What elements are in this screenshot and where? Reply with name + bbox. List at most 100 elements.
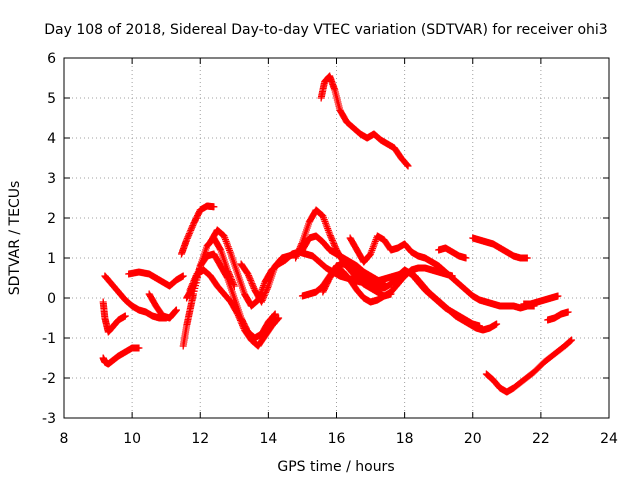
data-point	[271, 311, 279, 319]
x-tick-label: 14	[259, 431, 277, 447]
series-arc-1	[99, 344, 143, 368]
data-point	[270, 312, 278, 320]
data-point	[187, 284, 195, 292]
data-point	[296, 244, 304, 252]
data-point	[190, 276, 198, 284]
data-point	[298, 240, 306, 248]
data-point	[247, 278, 255, 286]
data-point	[234, 310, 242, 318]
data-point	[186, 228, 194, 236]
y-tick-label: -2	[42, 371, 56, 387]
data-point	[249, 281, 257, 289]
data-point	[245, 272, 253, 280]
data-point	[121, 312, 129, 320]
data-point	[387, 290, 395, 298]
data-point	[326, 230, 334, 238]
data-point	[191, 273, 199, 281]
data-point	[188, 223, 196, 231]
data-point	[271, 310, 279, 318]
series-arc-3	[101, 272, 170, 322]
series-arc-18	[469, 234, 531, 262]
x-tick-label: 10	[123, 431, 141, 447]
data-point	[274, 315, 282, 323]
data-points	[99, 72, 576, 396]
data-point	[295, 246, 303, 254]
series-arc-17	[435, 244, 470, 262]
data-point	[248, 280, 256, 288]
data-point	[172, 306, 180, 314]
y-tick-label: 5	[47, 91, 56, 107]
data-point	[275, 314, 283, 322]
data-point	[260, 292, 268, 300]
x-tick-label: 16	[328, 431, 346, 447]
x-tick-label: 8	[60, 431, 69, 447]
x-tick-label: 18	[396, 431, 414, 447]
data-point	[179, 272, 187, 280]
data-point	[245, 273, 253, 281]
data-point	[403, 160, 411, 168]
series-arc-14	[319, 264, 395, 306]
data-point	[328, 235, 336, 243]
y-tick-label: 6	[47, 51, 56, 67]
data-point	[188, 281, 196, 289]
data-point	[297, 241, 305, 249]
data-point	[187, 226, 195, 234]
y-tick-label: 4	[47, 131, 56, 147]
data-point	[244, 270, 252, 278]
data-point	[210, 203, 218, 211]
data-point	[184, 233, 192, 241]
data-point	[186, 286, 194, 294]
data-point	[493, 320, 501, 328]
data-point	[328, 236, 336, 244]
series-arc-19	[520, 292, 562, 308]
data-point	[294, 249, 302, 257]
plot-frame	[63, 57, 610, 419]
y-tick-label: -1	[42, 331, 56, 347]
series-arc-16	[346, 232, 538, 312]
data-point	[259, 295, 267, 303]
data-point	[185, 230, 193, 238]
data-point	[189, 222, 197, 230]
y-tick-label: 3	[47, 171, 56, 187]
data-point	[564, 308, 572, 316]
data-point	[185, 231, 193, 239]
x-tick-label: 22	[532, 431, 550, 447]
data-point	[223, 273, 231, 281]
y-tick-label: 0	[47, 291, 56, 307]
data-point	[292, 254, 300, 262]
series-arc-15	[317, 72, 412, 170]
data-point	[258, 296, 266, 304]
series-arc-4	[125, 268, 187, 290]
y-tick-label: 1	[47, 251, 56, 267]
data-point	[260, 293, 268, 301]
data-point	[404, 162, 412, 170]
data-point	[294, 248, 302, 256]
data-point	[331, 243, 339, 251]
data-point	[476, 322, 484, 330]
data-point	[330, 241, 338, 249]
data-point	[189, 278, 197, 286]
data-point	[183, 236, 191, 244]
data-point	[238, 321, 246, 329]
y-axis-label: SDTVAR / TECUs	[7, 181, 23, 296]
grid	[64, 58, 609, 418]
data-point	[237, 318, 245, 326]
x-tick-label: 24	[600, 431, 618, 447]
data-point	[238, 320, 246, 328]
data-point	[249, 283, 257, 291]
data-point	[554, 292, 562, 300]
data-point	[296, 243, 304, 251]
data-point	[236, 316, 244, 324]
data-point	[329, 238, 337, 246]
data-point	[327, 233, 335, 241]
data-point	[523, 254, 531, 262]
data-point	[403, 161, 411, 169]
data-point	[247, 276, 255, 284]
series-arc-13	[298, 260, 484, 330]
y-tick-label: 2	[47, 211, 56, 227]
series-arc-6	[178, 202, 218, 258]
data-point	[264, 284, 272, 292]
data-point	[191, 275, 199, 283]
data-point	[326, 232, 334, 240]
data-point	[293, 251, 301, 259]
